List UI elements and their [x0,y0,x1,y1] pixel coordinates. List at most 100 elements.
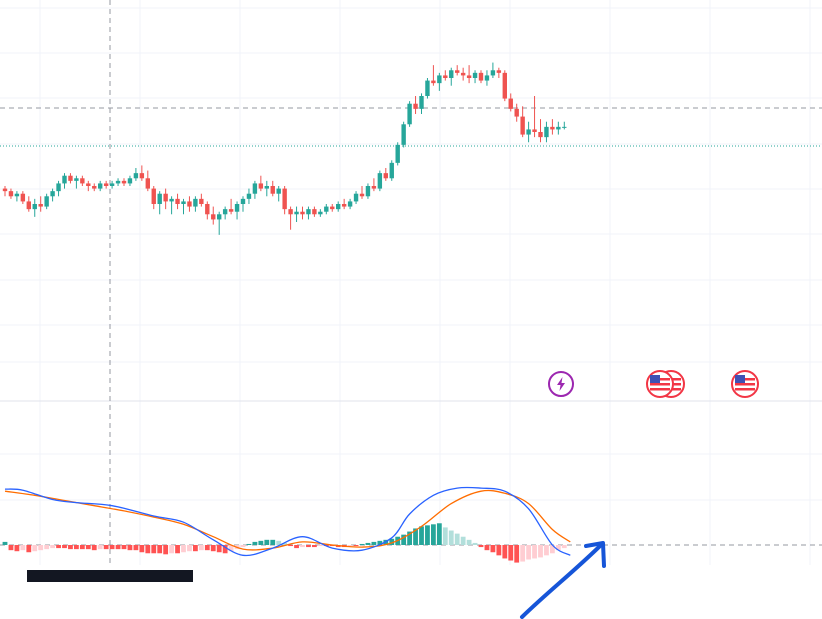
candle [478,70,484,84]
candle [181,198,186,215]
histogram-bar [544,545,549,556]
candle-body [92,186,97,189]
candle [318,209,323,217]
candle [8,188,14,199]
candle [234,201,240,220]
candle-body [460,72,466,76]
candle-body [270,186,275,194]
candle-body [437,75,442,84]
candle [550,119,555,135]
candle [407,101,412,127]
histogram-bar [520,545,526,562]
candle-body [86,183,91,186]
histogram-bar [365,542,371,545]
histogram-bar [14,545,20,552]
histogram-bar [425,525,430,545]
candle-body [401,124,406,145]
histogram-bar [371,541,377,545]
us-flag-icon[interactable] [646,370,674,398]
candle [133,168,139,181]
candle-body [389,162,394,179]
candle [449,67,454,86]
candle-body [109,183,115,186]
candle [264,180,269,197]
candle-body [44,196,49,207]
histogram-bar [508,545,514,561]
candle [294,206,299,222]
candle-body [121,180,127,184]
histogram-bar [38,545,44,551]
candle-body [74,178,79,181]
histogram-bar [288,545,293,547]
candle-body [520,116,525,135]
candle-body [193,198,198,207]
histogram-bar [317,545,323,547]
histogram-bar [413,528,418,545]
candle [86,180,91,192]
histogram-bar [407,531,412,545]
candle [395,142,400,166]
candle [98,180,103,192]
candle-body [306,209,311,215]
candle-body [133,173,139,179]
us-flag-icon[interactable] [731,370,759,398]
histogram-bar [121,545,127,550]
candle-body [347,201,353,207]
candle [258,175,264,192]
lightning-icon[interactable] [548,371,574,397]
candle-body [294,211,299,215]
histogram-bar [353,545,359,547]
candle [371,178,377,192]
histogram-bar [258,540,264,545]
histogram-bar [359,543,365,545]
candle [193,196,198,212]
histogram-bar [8,545,14,551]
candle [508,93,513,112]
candle [490,62,496,78]
candle-body [234,204,240,212]
candle [14,191,20,202]
candle-body [68,175,73,181]
candle-body [62,175,67,184]
candle-body [312,209,317,215]
candle [389,160,394,181]
time-axis-label [27,570,193,582]
candle [324,204,329,215]
candle [276,186,281,202]
candle [127,175,133,186]
candle [300,206,305,220]
candle [544,121,549,143]
histogram-bar [181,545,186,553]
candle [2,186,8,197]
candle-body [115,180,121,184]
candle-body [496,70,502,73]
candle [32,198,37,217]
candle-body [365,186,371,197]
histogram-bar [389,538,395,545]
candle-body [300,211,305,215]
candle-body [508,98,513,109]
candle [50,188,55,202]
candle [425,78,430,99]
candle-body [199,198,204,204]
candle [157,191,162,215]
candle-body [359,193,365,197]
candle-body [169,198,174,202]
candle-body [443,75,448,78]
histogram-bar [526,545,531,560]
candle-body [157,193,162,204]
candle-body [407,103,412,125]
candle-body [562,126,567,128]
histogram-bar [85,545,91,550]
histogram-bar [127,545,133,551]
candle [169,196,174,215]
histogram-bar [20,545,26,551]
histogram-bar [91,545,97,551]
candle-body [324,206,329,212]
candle [115,178,121,186]
histogram-bar [246,543,252,545]
histogram-bar [133,545,139,551]
candle [68,173,73,184]
